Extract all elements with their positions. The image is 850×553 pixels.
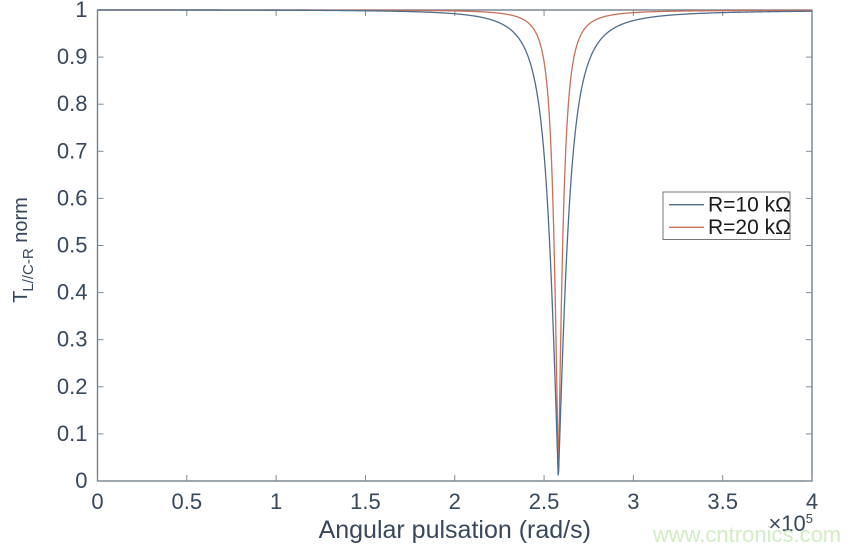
svg-text:0.4: 0.4: [57, 280, 88, 305]
svg-text:0.9: 0.9: [57, 44, 88, 69]
svg-text:www.cntronics.com: www.cntronics.com: [652, 522, 841, 547]
svg-text:0.7: 0.7: [57, 138, 88, 163]
svg-text:3: 3: [627, 489, 639, 514]
svg-text:0.1: 0.1: [57, 421, 88, 446]
svg-text:TL//C-R norm: TL//C-R norm: [10, 197, 37, 303]
svg-text:2: 2: [449, 489, 461, 514]
svg-text:Angular pulsation (rad/s): Angular pulsation (rad/s): [319, 516, 591, 544]
svg-text:2.5: 2.5: [529, 489, 560, 514]
svg-text:1: 1: [270, 489, 282, 514]
svg-text:3.5: 3.5: [707, 489, 738, 514]
svg-text:0.5: 0.5: [172, 489, 203, 514]
svg-text:0.6: 0.6: [57, 185, 88, 210]
svg-text:0.8: 0.8: [57, 91, 88, 116]
svg-text:0: 0: [75, 468, 87, 493]
svg-text:1: 1: [75, 0, 87, 22]
svg-text:0.3: 0.3: [57, 327, 88, 352]
svg-text:0: 0: [91, 489, 103, 514]
svg-text:0.2: 0.2: [57, 374, 88, 399]
svg-text:0.5: 0.5: [57, 233, 88, 258]
svg-text:R=20 kΩ: R=20 kΩ: [708, 216, 791, 239]
svg-text:1.5: 1.5: [350, 489, 381, 514]
svg-text:R=10 kΩ: R=10 kΩ: [708, 194, 791, 217]
